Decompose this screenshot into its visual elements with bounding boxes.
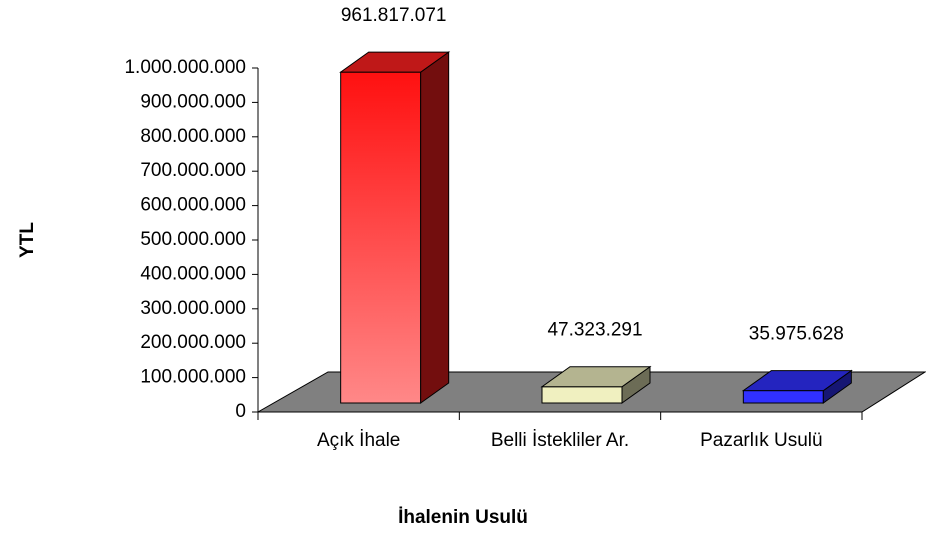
bar-front bbox=[340, 71, 422, 404]
x-tick-label: Belli İstekliler Ar. bbox=[490, 430, 630, 451]
y-axis-title: YTL bbox=[17, 222, 38, 258]
bar-front bbox=[541, 386, 623, 404]
y-tick-label: 700.000.000 bbox=[140, 160, 246, 181]
y-tick-label: 1.000.000.000 bbox=[124, 57, 246, 78]
y-tick-label: 100.000.000 bbox=[140, 367, 246, 388]
y-tick-label: 300.000.000 bbox=[140, 298, 246, 319]
y-tick-label: 0 bbox=[235, 401, 246, 422]
bar-top bbox=[540, 366, 652, 388]
value-label: 35.975.628 bbox=[749, 324, 844, 345]
y-tick-label: 400.000.000 bbox=[140, 263, 246, 284]
bar bbox=[741, 369, 853, 404]
x-tick-label: Açık İhale bbox=[316, 430, 401, 451]
bar-front bbox=[742, 390, 824, 404]
bar bbox=[540, 365, 652, 404]
y-tick-label: 500.000.000 bbox=[140, 229, 246, 250]
x-tick-label: Pazarlık Usulü bbox=[700, 430, 823, 451]
y-tick-label: 200.000.000 bbox=[140, 332, 246, 353]
y-tick-label: 800.000.000 bbox=[140, 126, 246, 147]
value-label: 47.323.291 bbox=[547, 320, 642, 341]
x-axis-title: İhalenin Usulü bbox=[398, 507, 528, 528]
value-label: 961.817.071 bbox=[341, 5, 447, 26]
bar-side bbox=[420, 51, 450, 404]
y-tick-label: 900.000.000 bbox=[140, 91, 246, 112]
bar-top bbox=[339, 51, 451, 73]
y-tick-label: 600.000.000 bbox=[140, 195, 246, 216]
bar bbox=[339, 51, 451, 404]
bar-top bbox=[741, 370, 853, 392]
